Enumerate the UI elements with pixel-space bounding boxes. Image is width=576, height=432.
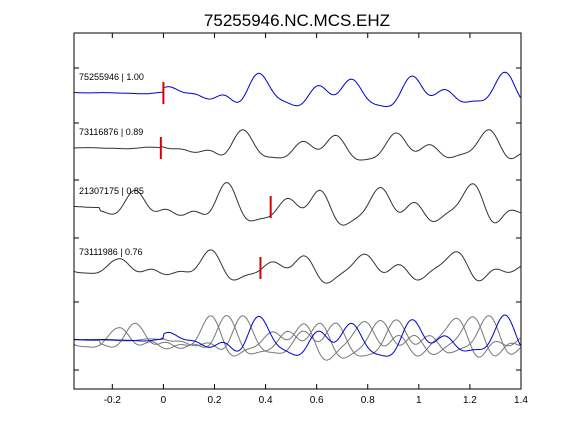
chart-title: 75255946.NC.MCS.EHZ [204, 11, 390, 30]
x-tick-label: 0.8 [361, 395, 375, 406]
x-tick-label: 0.6 [310, 395, 324, 406]
trace-label-73116876: 73116876 | 0.89 [79, 127, 143, 137]
trace-73116876 [74, 129, 521, 161]
x-tick-label: 0.2 [208, 395, 222, 406]
trace-group [73, 71, 521, 361]
trace-label-73111986: 73111986 | 0.76 [79, 247, 143, 257]
trace-73111986 [73, 249, 521, 284]
pick-marker-group [159, 82, 272, 279]
trace-21307175 [74, 182, 521, 226]
trace-label-21307175: 21307175 | 0.85 [79, 186, 144, 196]
overlay-trace-73111986 [73, 315, 521, 361]
overlay-trace-75255946 [74, 314, 521, 357]
overlay-trace-73116876 [73, 315, 521, 357]
trace-label-group: 75255946 | 1.00 73116876 | 0.89 21307175 |… [79, 72, 144, 257]
trace-label-75255946: 75255946 | 1.00 [79, 72, 144, 82]
x-tick-label: 0 [161, 395, 167, 406]
plot-frame [73, 32, 522, 390]
x-tick-label: 1 [416, 395, 422, 406]
axis-ticks [74, 33, 522, 389]
x-tick-label: -0.2 [104, 395, 122, 406]
x-tick-label: 0.4 [259, 395, 273, 406]
trace-75255946 [74, 71, 521, 107]
x-tick-labels: -0.2 0 0.2 0.4 0.6 0.8 1 1.2 1.4 [104, 395, 529, 406]
x-tick-label: 1.2 [463, 395, 477, 406]
x-tick-label: 1.4 [514, 395, 528, 406]
